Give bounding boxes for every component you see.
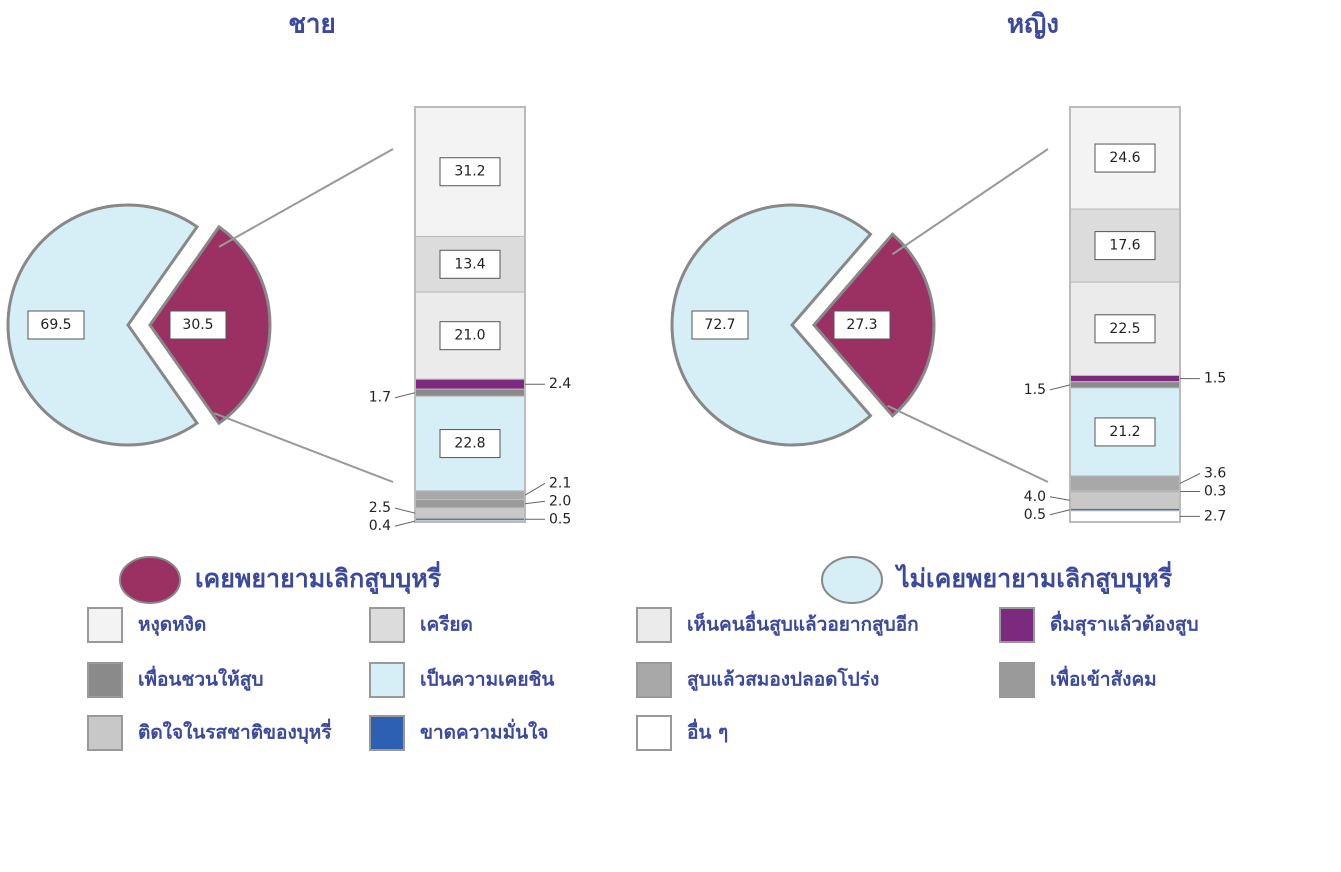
label-box — [169, 310, 227, 340]
leader-line — [524, 500, 546, 505]
legend-label: ไม่เคยพยายามเลิกสูบบุหรี่ — [894, 561, 1173, 595]
connector — [887, 404, 1049, 483]
segment-label: 3.6 — [1204, 465, 1226, 481]
chart-title: หญิง — [1007, 10, 1059, 40]
legend-swatch — [369, 715, 405, 751]
legend-swatch — [119, 556, 181, 604]
slice-label: 30.5 — [182, 317, 213, 333]
label-box — [1094, 314, 1156, 344]
segment-label: 1.7 — [369, 390, 391, 406]
legend-swatch — [999, 607, 1035, 643]
legend-label: สูบแล้วสมองปลอดโปร่ง — [687, 668, 879, 692]
bar-segment — [1069, 510, 1181, 523]
segment-label: 31.2 — [454, 164, 485, 180]
bar-segment — [1069, 381, 1181, 389]
legend-label: เพื่อเข้าสังคม — [1050, 666, 1157, 691]
label-box — [833, 310, 891, 340]
segment-label: 2.7 — [1204, 508, 1226, 524]
pie-slice — [670, 203, 873, 447]
bar-segment — [1069, 491, 1181, 510]
legend-label: ดื่มสุราแล้วต้องสูบ — [1050, 611, 1199, 637]
label-box — [439, 249, 501, 279]
bar-segment — [414, 499, 526, 509]
legend-label: อื่น ๆ — [687, 719, 728, 744]
segment-label: 22.5 — [1109, 321, 1140, 337]
bar-segment — [1069, 475, 1181, 492]
slice-label: 72.7 — [704, 317, 735, 333]
legend-swatch — [87, 662, 123, 698]
legend-swatch — [999, 662, 1035, 698]
leader-line — [1049, 496, 1071, 501]
segment-label: 0.4 — [369, 518, 391, 534]
label-box — [1094, 143, 1156, 173]
legend-swatch — [636, 607, 672, 643]
bar-segment — [414, 378, 526, 390]
label-box — [27, 310, 85, 340]
segment-label: 2.5 — [369, 500, 391, 516]
bar-segment — [414, 388, 526, 397]
segment-label: 22.8 — [454, 436, 485, 452]
label-box — [1094, 417, 1156, 447]
bar-segment — [414, 507, 526, 519]
label-box — [1094, 231, 1156, 261]
segment-label: 0.5 — [549, 511, 571, 527]
bar-outline — [414, 106, 526, 523]
connector — [213, 412, 394, 483]
chart-title: ชาย — [288, 10, 335, 40]
connector — [218, 148, 394, 248]
legend-swatch — [369, 662, 405, 698]
connector — [891, 148, 1049, 256]
segment-label: 24.6 — [1109, 150, 1140, 166]
legend-swatch — [87, 607, 123, 643]
legend-swatch — [821, 556, 883, 604]
label-box — [439, 321, 501, 351]
bar-outline — [1069, 106, 1181, 523]
legend-label: ขาดความมั่นใจ — [420, 719, 549, 744]
legend-label: เพื่อนชวนให้สูบ — [138, 666, 263, 692]
leader-line — [394, 392, 416, 399]
segment-label: 1.5 — [1024, 382, 1046, 398]
segment-label: 21.2 — [1109, 424, 1140, 440]
pie-slice — [6, 203, 200, 447]
label-box — [691, 310, 749, 340]
segment-label: 17.6 — [1109, 238, 1140, 254]
bar-segment — [414, 490, 526, 501]
slice-label: 69.5 — [40, 317, 71, 333]
segment-label: 1.5 — [1204, 371, 1226, 387]
bar-segment — [1069, 375, 1181, 383]
legend-label: เครียด — [420, 614, 473, 636]
leader-line — [394, 520, 416, 527]
legend-swatch — [369, 607, 405, 643]
leader-line — [1179, 473, 1201, 484]
segment-label: 2.4 — [549, 376, 571, 392]
leader-line — [394, 507, 416, 514]
segment-label: 21.0 — [454, 328, 485, 344]
segment-label: 2.0 — [549, 493, 571, 509]
segment-label: 0.5 — [1024, 507, 1046, 523]
label-box — [439, 429, 501, 459]
segment-label: 13.4 — [454, 256, 485, 272]
leader-line — [1049, 384, 1071, 391]
leader-line — [524, 482, 546, 496]
label-box — [439, 157, 501, 187]
legend-label: หงุดหงิด — [138, 614, 206, 637]
legend-swatch — [636, 662, 672, 698]
legend-label: เป็นความเคยชิน — [420, 667, 554, 691]
legend-label: ติดใจในรสชาติของบุหรี่ — [138, 719, 332, 745]
slice-label: 27.3 — [846, 317, 877, 333]
legend-label: เคยพยายามเลิกสูบบุหรี่ — [195, 561, 442, 595]
legend-swatch — [87, 715, 123, 751]
legend-label: เห็นคนอื่นสูบแล้วอยากสูบอีก — [687, 611, 919, 637]
leader-line — [1049, 509, 1071, 516]
segment-label: 0.3 — [1204, 483, 1226, 499]
legend-swatch — [636, 715, 672, 751]
segment-label: 2.1 — [549, 475, 571, 491]
segment-label: 4.0 — [1024, 489, 1046, 505]
